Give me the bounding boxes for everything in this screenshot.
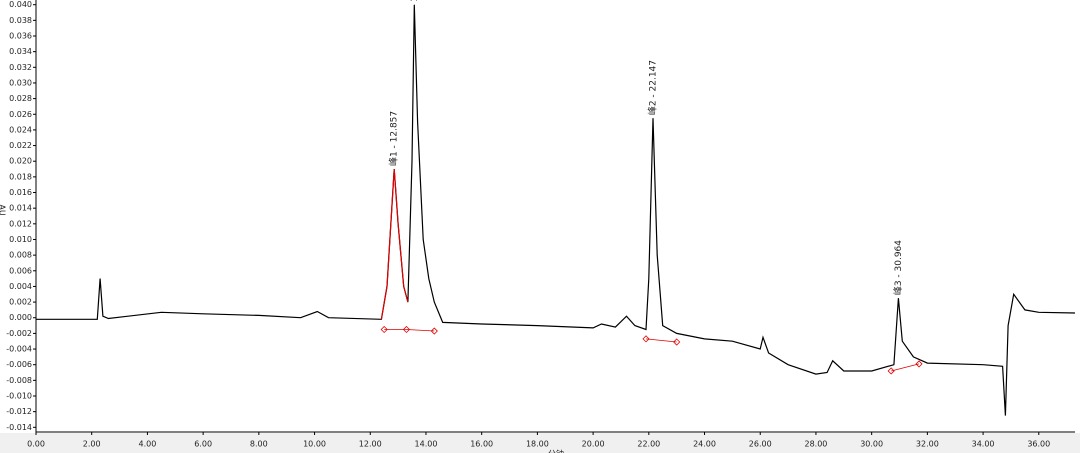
x-axis-label: 分钟	[548, 449, 564, 453]
y-tick-label: -0.010	[6, 392, 32, 401]
y-tick-label: 0.002	[9, 298, 32, 307]
y-tick-label: -0.006	[6, 360, 32, 369]
y-tick-label: 0.038	[9, 16, 32, 25]
y-tick-label: 0.030	[9, 78, 32, 87]
baseline-marker	[915, 360, 923, 368]
peak-label: 13.576	[410, 0, 420, 2]
y-tick-label: 0.026	[9, 110, 32, 119]
x-tick-label: 16.00	[470, 440, 493, 449]
baseline-marker	[887, 367, 895, 375]
x-tick-label: 12.00	[359, 440, 382, 449]
baseline-marker	[380, 325, 388, 334]
x-tick-label: 14.00	[415, 440, 438, 449]
y-tick-label: 0.024	[9, 125, 32, 134]
y-tick-label: 0.000	[9, 313, 32, 322]
y-tick-label: 0.020	[9, 157, 32, 166]
x-tick-label: 20.00	[582, 440, 605, 449]
x-tick-label: 6.00	[194, 440, 212, 449]
y-tick-label: 0.004	[9, 282, 32, 291]
y-tick-label: 0.014	[9, 204, 32, 213]
y-tick-label: 0.006	[9, 266, 32, 275]
baseline-marker	[642, 335, 650, 343]
x-tick-label: 4.00	[139, 440, 157, 449]
y-tick-label: 0.034	[9, 47, 32, 56]
baseline-marker	[673, 338, 681, 346]
trace	[36, 4, 1076, 416]
peak-label: 峰1 - 12.857	[389, 111, 400, 166]
integration-baseline	[645, 338, 677, 343]
baseline-marker	[402, 325, 411, 334]
peak-label: 峰3 - 30.964	[893, 240, 904, 295]
x-tick-label: 22.00	[637, 440, 660, 449]
x-tick-label: 34.00	[972, 440, 995, 449]
y-tick-label: 0.018	[9, 172, 32, 181]
y-tick-label: 0.010	[9, 235, 32, 244]
trace	[380, 168, 409, 320]
x-tick-label: 26.00	[749, 440, 772, 449]
y-tick-label: 0.008	[9, 251, 32, 260]
x-tick-label: 0.00	[27, 440, 45, 449]
y-tick-label: 0.012	[9, 219, 32, 228]
y-tick-label: -0.002	[6, 329, 32, 338]
y-tick-label: -0.014	[6, 423, 32, 432]
y-tick-label: -0.004	[6, 345, 32, 354]
x-tick-label: 18.00	[526, 440, 549, 449]
y-tick-label: 0.022	[9, 141, 32, 150]
y-tick-label: 0.028	[9, 94, 32, 103]
x-tick-label: 28.00	[804, 440, 827, 449]
x-tick-label: 10.00	[303, 440, 326, 449]
x-tick-label: 30.00	[860, 440, 883, 449]
peak-label: 峰2 - 22.147	[647, 60, 658, 115]
axis-band	[0, 433, 1080, 453]
y-tick-label: -0.012	[6, 407, 32, 416]
integration-baseline	[384, 329, 435, 332]
y-axis-label: AU	[0, 204, 7, 215]
y-tick-label: -0.008	[6, 376, 32, 385]
baseline-marker	[430, 327, 438, 335]
x-tick-label: 36.00	[1027, 440, 1050, 449]
integration-baseline	[891, 363, 920, 372]
x-tick-label: 24.00	[693, 440, 716, 449]
x-tick-label: 2.00	[83, 440, 101, 449]
y-tick-label: 0.040	[9, 0, 32, 9]
y-tick-label: 0.036	[9, 32, 32, 41]
y-tick-label: 0.032	[9, 63, 32, 72]
y-tick-label: 0.016	[9, 188, 32, 197]
x-tick-label: 8.00	[250, 440, 268, 449]
x-tick-label: 32.00	[916, 440, 939, 449]
